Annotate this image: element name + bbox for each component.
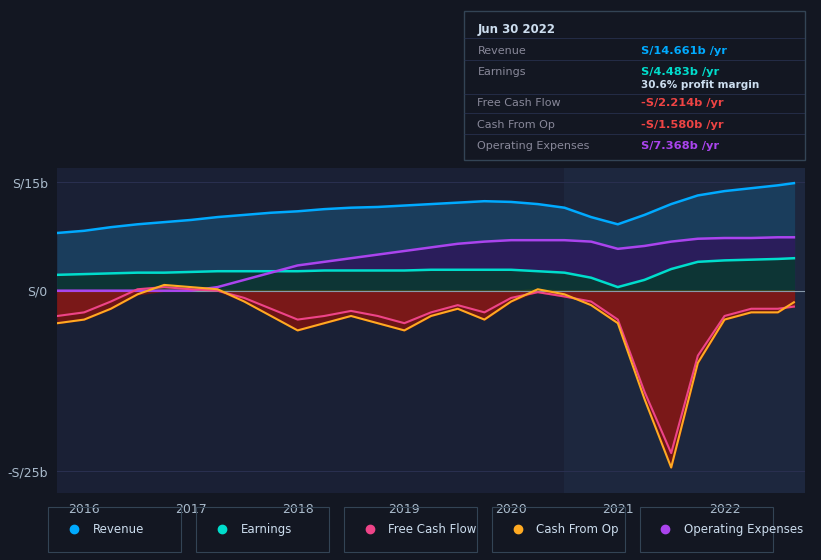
- Text: 30.6% profit margin: 30.6% profit margin: [641, 80, 759, 90]
- Text: Free Cash Flow: Free Cash Flow: [388, 522, 477, 536]
- Text: Cash From Op: Cash From Op: [478, 120, 555, 130]
- Text: -S/1.580b /yr: -S/1.580b /yr: [641, 120, 723, 130]
- Text: Revenue: Revenue: [93, 522, 144, 536]
- Text: Earnings: Earnings: [478, 67, 526, 77]
- Text: S/7.368b /yr: S/7.368b /yr: [641, 141, 719, 151]
- Text: Revenue: Revenue: [478, 45, 526, 55]
- Text: S/14.661b /yr: S/14.661b /yr: [641, 45, 727, 55]
- Text: Jun 30 2022: Jun 30 2022: [478, 22, 556, 35]
- Text: Operating Expenses: Operating Expenses: [684, 522, 803, 536]
- Text: Free Cash Flow: Free Cash Flow: [478, 98, 561, 108]
- Text: S/4.483b /yr: S/4.483b /yr: [641, 67, 719, 77]
- Bar: [564, 168, 805, 493]
- Text: Earnings: Earnings: [241, 522, 292, 536]
- Text: -S/2.214b /yr: -S/2.214b /yr: [641, 98, 723, 108]
- Text: Operating Expenses: Operating Expenses: [478, 141, 589, 151]
- Text: Cash From Op: Cash From Op: [536, 522, 618, 536]
